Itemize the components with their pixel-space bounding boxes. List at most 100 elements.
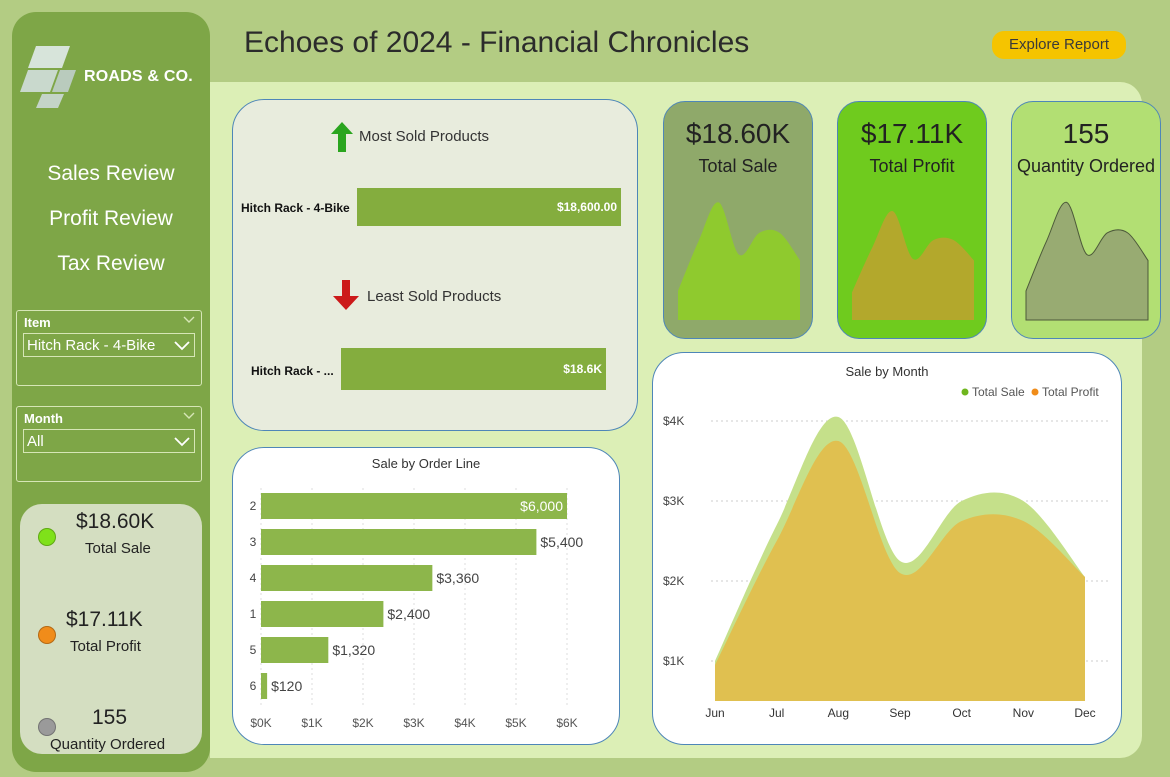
logo-text: ROADS & CO. [84, 68, 193, 85]
bar-1[interactable] [261, 601, 384, 627]
value-label: $5,400 [540, 534, 583, 550]
month-slicer-label: Month [24, 411, 63, 426]
legend-dot-quantity-ordered [38, 718, 56, 736]
item-slicer[interactable]: Item Hitch Rack - 4-Bike [16, 310, 202, 386]
least-sold-bar[interactable]: $18.6K [341, 348, 606, 390]
most-sold-bar[interactable]: $18,600.00 [357, 188, 621, 226]
y-tick-label: $1K [663, 654, 684, 668]
y-tick-label: $2K [663, 574, 684, 588]
legend-label[interactable]: Total Sale [972, 385, 1025, 399]
logo-icon [20, 46, 76, 108]
legend-value-quantity-ordered: 155 [92, 706, 128, 729]
x-tick-label: Nov [1013, 706, 1034, 720]
x-tick-label: Jun [705, 706, 724, 720]
kpi-sparkline [678, 202, 800, 320]
nav-profit-review[interactable]: Profit Review [49, 207, 173, 230]
value-label: $6,000 [520, 498, 563, 514]
x-tick-label: $2K [352, 716, 373, 730]
category-label: 2 [250, 499, 257, 513]
kpi-label: Quantity Ordered [1016, 156, 1156, 176]
least-sold-value: $18.6K [563, 362, 602, 376]
kpi-total-sale[interactable]: $18.60K Total Sale [663, 101, 813, 339]
legend-dot [1031, 388, 1039, 396]
x-tick-label: $4K [454, 716, 475, 730]
chevron-down-icon[interactable] [174, 434, 190, 448]
sidebar: ROADS & CO. Sales Review Profit Review T… [12, 12, 210, 772]
x-tick-label: $3K [403, 716, 424, 730]
legend-label-total-sale: Total Sale [85, 540, 151, 557]
chart-title: Sale by Order Line [371, 456, 481, 471]
kpi-value: $18.60K [685, 118, 791, 149]
bar-6[interactable] [261, 673, 268, 699]
month-slicer[interactable]: Month All [16, 406, 202, 482]
chart-title: Sale by Month [845, 364, 929, 379]
bar-4[interactable] [261, 565, 433, 591]
kpi-quantity-ordered[interactable]: 155 Quantity Ordered [1011, 101, 1161, 339]
value-label: $1,320 [332, 642, 375, 658]
arrow-down-icon [333, 280, 359, 310]
nav-sales-review[interactable]: Sales Review [47, 162, 175, 185]
least-sold-category: Hitch Rack - ... [251, 364, 334, 378]
month-dropdown-value: All [27, 433, 44, 450]
most-sold-category: Hitch Rack - 4-Bike [241, 201, 350, 215]
x-tick-label: Jul [769, 706, 784, 720]
x-tick-label: $6K [556, 716, 577, 730]
kpi-total-profit[interactable]: $17.11K Total Profit [837, 101, 987, 339]
item-dropdown[interactable]: Hitch Rack - 4-Bike [23, 333, 195, 357]
x-tick-label: Aug [828, 706, 849, 720]
bar-3[interactable] [261, 529, 537, 555]
legend-value-total-sale: $18.60K [76, 510, 155, 533]
kpi-sparkline [852, 210, 974, 320]
legend-card: $18.60K Total Sale $17.11K Total Profit … [20, 504, 202, 754]
legend-dot-total-profit [38, 626, 56, 644]
series-area-total-profit[interactable] [715, 440, 1085, 701]
sale-by-month-chart: $1K $2K $3K $4K Jun Jul Aug Sep Oct Nov Dec Total S… [663, 385, 1109, 720]
y-tick-label: $3K [663, 494, 684, 508]
value-label: $120 [271, 678, 302, 694]
products-card: Most Sold Products Hitch Rack - 4-Bike $… [232, 99, 638, 431]
legend-label-total-profit: Total Profit [70, 638, 141, 655]
kpi-value: 155 [1062, 118, 1110, 149]
kpi-value: $17.11K [860, 118, 964, 149]
x-tick-label: $0K [250, 716, 271, 730]
category-label: 4 [250, 571, 257, 585]
x-tick-label: Dec [1074, 706, 1095, 720]
logo: ROADS & CO. [20, 46, 210, 110]
most-sold-title: Most Sold Products [359, 128, 490, 145]
nav-tax-review[interactable]: Tax Review [57, 252, 165, 275]
arrow-up-icon [331, 122, 353, 152]
month-dropdown[interactable]: All [23, 429, 195, 453]
chevron-down-icon[interactable] [183, 313, 195, 325]
x-tick-label: $1K [301, 716, 322, 730]
bar-2[interactable] [261, 493, 567, 519]
most-sold-value: $18,600.00 [556, 200, 617, 214]
item-slicer-label: Item [24, 315, 51, 330]
least-sold-title: Least Sold Products [367, 288, 502, 305]
legend-label[interactable]: Total Profit [1042, 385, 1099, 399]
explore-report-button[interactable]: Explore Report [992, 31, 1126, 59]
page-title: Echoes of 2024 - Financial Chronicles [244, 26, 750, 59]
legend-label-quantity-ordered: Quantity Ordered [50, 736, 166, 753]
kpi-label: Total Profit [869, 156, 955, 176]
sale-by-month-card: Sale by Month $1K $2K $3K $4K Jun Jul Aug Sep Oc… [652, 352, 1122, 745]
x-tick-label: Oct [952, 706, 971, 720]
x-tick-label: Sep [889, 706, 911, 720]
legend-dot [961, 388, 969, 396]
category-label: 3 [250, 535, 257, 549]
x-tick-label: $5K [505, 716, 526, 730]
legend-dot-total-sale [38, 528, 56, 546]
value-label: $3,360 [436, 570, 479, 586]
chevron-down-icon[interactable] [174, 338, 190, 352]
legend-value-total-profit: $17.11K [66, 608, 143, 631]
chevron-down-icon[interactable] [183, 409, 195, 421]
category-label: 6 [250, 679, 257, 693]
category-label: 1 [250, 607, 257, 621]
sale-by-order-line-chart: 2 $6,000 3 $5,400 4 $3,360 1 $2,400 5 $1,320 6 $120… [250, 488, 583, 730]
item-dropdown-value: Hitch Rack - 4-Bike [27, 337, 156, 354]
bar-5[interactable] [261, 637, 329, 663]
y-tick-label: $4K [663, 414, 684, 428]
value-label: $2,400 [387, 606, 430, 622]
kpi-sparkline [1025, 201, 1149, 321]
sale-by-order-line-card: Sale by Order Line 2 $6,000 3 $5,400 4 $3,360… [232, 447, 620, 745]
category-label: 5 [250, 643, 257, 657]
